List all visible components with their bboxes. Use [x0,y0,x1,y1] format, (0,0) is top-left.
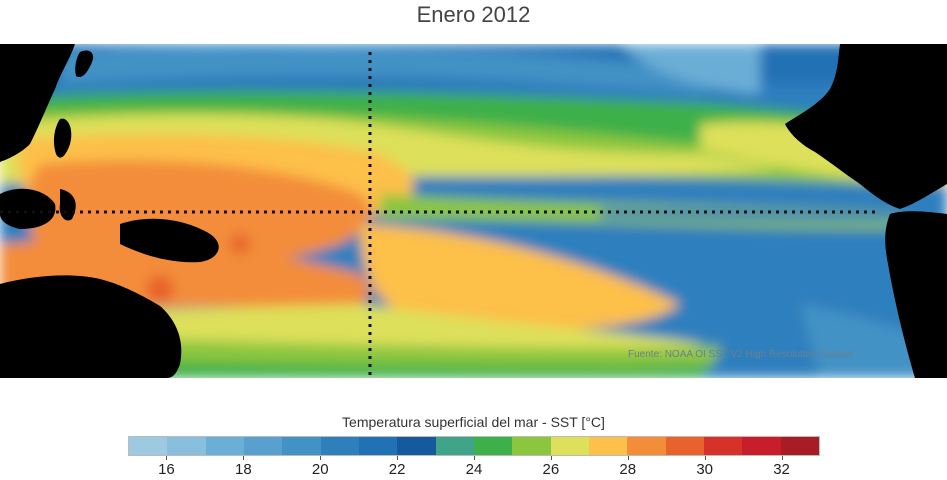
colorbar-swatch [358,437,398,455]
colorbar-tick [627,456,629,460]
land-australia [0,275,182,378]
land-new-guinea [120,218,219,263]
sst-field [0,44,947,378]
colorbar-tick [397,456,399,460]
colorbar-tick [166,456,168,460]
colorbar-swatch [129,437,168,455]
colorbar-tick [781,456,783,460]
colorbar-tick [704,456,706,460]
land-south-america [885,211,947,378]
colorbar-swatch [473,437,513,455]
colorbar-tick-label: 22 [388,461,406,478]
colorbar-ticks: 16 18 20 22 24 26 28 30 32 [128,456,820,480]
colorbar-tick-label: 32 [773,461,790,478]
colorbar-swatch [435,437,474,455]
colorbar-swatch [282,437,321,455]
colorbar-tick [550,456,552,460]
colorbar-tick-label: 28 [619,461,637,478]
map-title: Enero 2012 [416,2,531,27]
colorbar-tick [243,456,245,460]
colorbar-swatch [320,437,359,455]
colorbar-tick [474,456,475,460]
sst-map [0,44,947,378]
colorbar-swatch [703,437,743,455]
land-north-america [785,44,947,209]
colorbar-tick-label: 18 [234,461,252,478]
colorbar-swatch [243,437,283,455]
colorbar-tick-label: 16 [158,461,175,478]
land-sulawesi [59,189,76,221]
colorbar-title: Temperatura superficial del mar - SST [°… [342,414,605,430]
colorbar-tick [320,456,322,460]
land-japan [75,50,94,78]
land-philippines [53,118,72,158]
colorbar-swatch [167,437,206,455]
colorbar [128,436,820,456]
colorbar-swatch [205,437,244,455]
land-asia [0,44,75,162]
colorbar-tick-label: 26 [542,461,560,478]
colorbar-swatch [397,437,436,455]
land-masses [0,44,947,378]
colorbar-swatch [665,437,704,455]
source-note: Fuente: NOAA OI SST V2 High Resolution D… [628,349,854,360]
colorbar-swatch [627,437,666,455]
colorbar-swatch [512,437,551,455]
colorbar-tick-label: 24 [465,461,483,478]
colorbar-tick-label: 20 [311,461,329,478]
colorbar-swatch [550,437,589,455]
land-borneo [0,188,56,229]
colorbar-swatch [742,437,781,455]
colorbar-tick-label: 30 [696,461,713,478]
colorbar-swatch [588,437,628,455]
colorbar-swatch [780,437,819,455]
